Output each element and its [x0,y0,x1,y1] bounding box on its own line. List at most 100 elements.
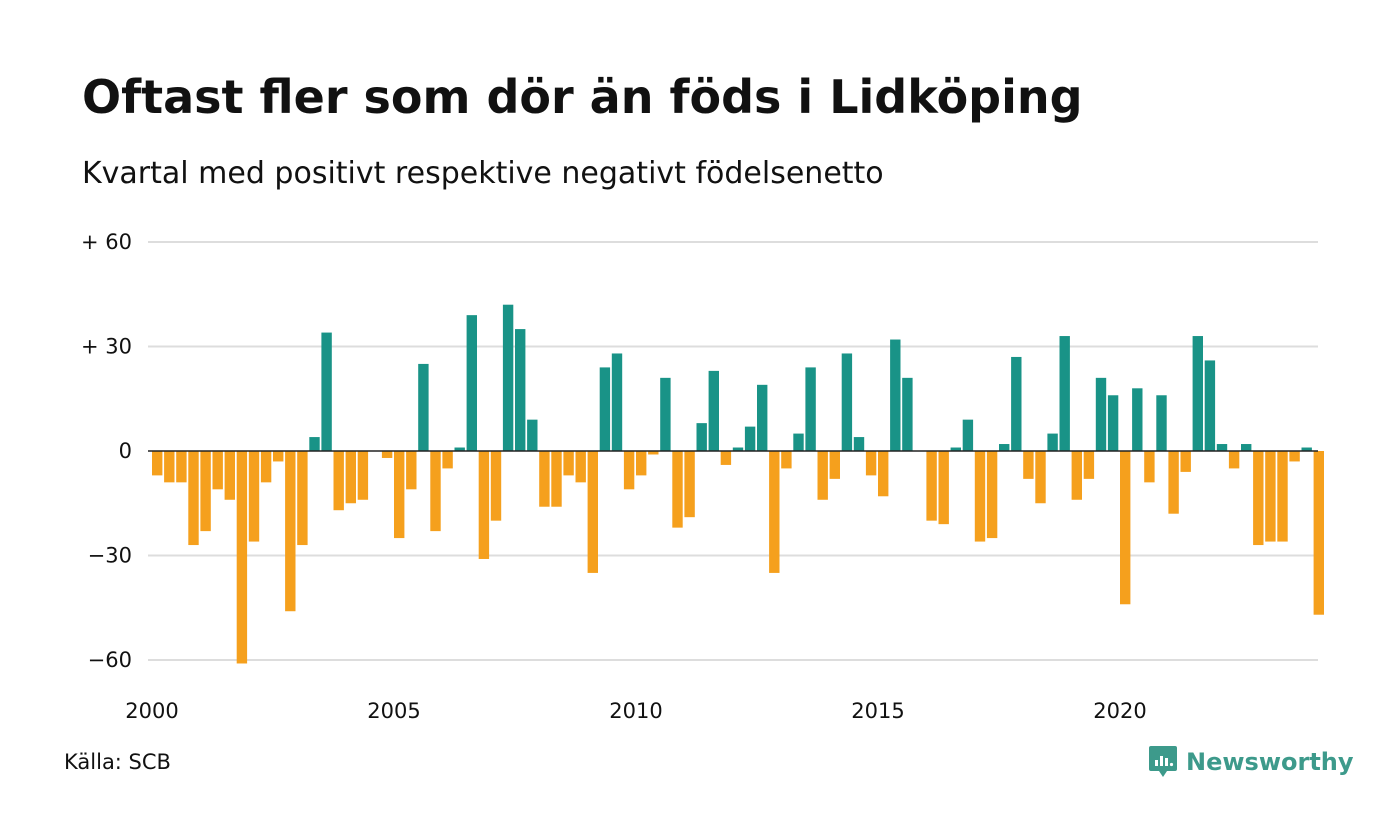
bar [1023,451,1034,479]
y-axis-ticks: + 60 + 30 0 −30 −60 [81,230,132,672]
bar [1156,395,1167,451]
bar [551,451,562,507]
newsworthy-logo-icon [1149,746,1177,777]
bar [672,451,683,528]
bar [1071,451,1082,500]
bar [1253,451,1264,546]
bar [563,451,574,476]
bar [539,451,550,507]
bar [720,451,732,465]
y-tick-label: −60 [88,648,132,672]
bar [430,451,441,532]
bar [1132,388,1143,451]
bar [902,377,913,451]
bar [527,419,538,451]
bar [611,353,623,451]
x-axis-ticks: 2000 2005 2010 2015 2020 [125,699,1146,723]
bar [950,447,961,451]
bar [466,315,477,451]
bar [878,451,889,497]
bar [781,451,792,469]
x-tick-label: 2005 [367,699,420,723]
bar [1144,451,1155,483]
bar [454,447,465,451]
bar [490,451,502,521]
bar [236,451,248,664]
bar [357,451,369,500]
bar [793,433,804,451]
bar [865,451,877,476]
bar [1301,447,1312,451]
brand-name: Newsworthy [1186,748,1354,776]
bar [696,423,707,451]
bar [394,451,405,539]
brand-logo: Newsworthy [1148,744,1354,780]
bar [757,384,768,451]
x-tick-label: 2000 [125,699,178,723]
y-tick-label: + 30 [81,335,132,359]
bar [1204,360,1216,451]
bar [1241,444,1252,451]
bar [1313,451,1324,615]
bar [321,332,332,451]
bar [636,451,647,476]
bar [297,451,308,546]
bar [248,451,260,542]
source-label: Källa: SCB [64,750,171,774]
bar [1083,451,1095,479]
bar [938,451,949,525]
y-tick-label: 0 [119,439,132,463]
bar [962,419,974,451]
bar [1120,451,1131,605]
bar [1277,451,1288,542]
bar [176,451,187,483]
bar [986,451,998,539]
bar [1168,451,1179,514]
bar [1216,444,1228,451]
bar [890,339,901,451]
chart-subtitle: Kvartal med positivt respektive negativt… [82,156,884,191]
bar [200,451,211,532]
bar [1265,451,1276,542]
bar [381,451,393,458]
bar [648,451,659,455]
bar [260,451,272,483]
bar [599,367,611,451]
bar [817,451,828,500]
x-tick-label: 2020 [1093,699,1146,723]
bar [999,444,1010,451]
bar [829,451,840,479]
bar [708,370,719,451]
bar [1107,395,1119,451]
bar [974,451,986,542]
y-tick-label: −30 [88,544,132,568]
bar [515,329,526,451]
bar [478,451,490,559]
bar [285,451,296,612]
bar [1180,451,1191,472]
bar [152,451,163,476]
bar [309,437,320,451]
x-tick-label: 2010 [609,699,662,723]
bars [152,304,1324,664]
bar [623,451,635,490]
bar [345,451,356,504]
bar [1289,451,1300,462]
bar [660,377,671,451]
bar [926,451,937,521]
bar [1228,451,1240,469]
bar [406,451,417,490]
bar [575,451,586,483]
bar [224,451,235,500]
bar [1047,433,1058,451]
bar [273,451,284,462]
bar [587,451,598,573]
bar [841,353,853,451]
bar [188,451,199,546]
bar [769,451,780,573]
bar [1011,356,1022,451]
bar [502,304,514,451]
bar [1095,377,1107,451]
bar [732,447,744,451]
